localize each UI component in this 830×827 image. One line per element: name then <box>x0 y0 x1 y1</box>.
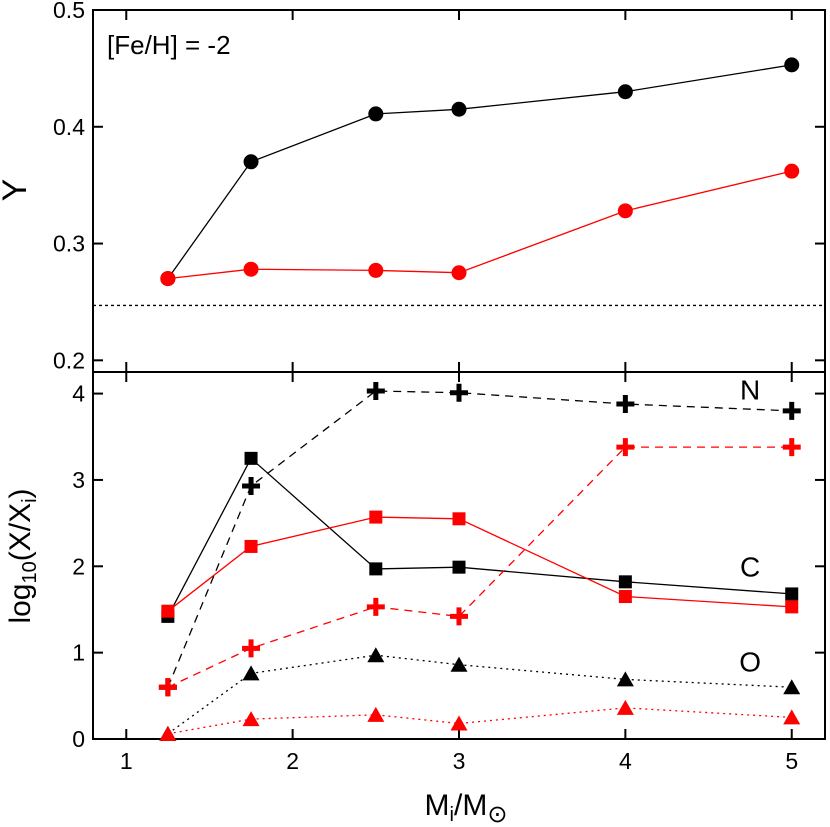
top-ytick-label-2: 0.4 <box>53 114 85 140</box>
top-annotation: [Fe/H] = -2 <box>107 30 231 60</box>
bottom-ytick-label-2: 2 <box>72 553 85 579</box>
element-label-O: O <box>739 646 761 677</box>
top-ytick-label-1: 0.3 <box>53 231 85 257</box>
bottom-series-0-point-1 <box>244 451 258 465</box>
bottom-ytick-label-1: 1 <box>72 640 85 666</box>
bottom-xtick-label-0: 1 <box>120 748 133 774</box>
bottom-series-0-point-5 <box>785 587 799 601</box>
bottom-series-1-point-4 <box>618 590 632 604</box>
bottom-series-4-point-5 <box>783 679 801 695</box>
bottom-xtick-label-1: 2 <box>286 748 299 774</box>
top-series-1-point-1 <box>243 261 259 277</box>
bottom-ytick-label-4: 4 <box>72 381 85 407</box>
bottom-ytick-label-0: 0 <box>72 726 85 752</box>
bottom-series-line-2 <box>167 390 792 688</box>
bottom-xtick-label-2: 3 <box>453 748 466 774</box>
bottom-series-3-point-2 <box>366 597 385 616</box>
bottom-series-1-point-1 <box>244 539 258 553</box>
bottom-element-labels: N C O <box>739 374 761 677</box>
top-series-1-point-0 <box>160 271 176 287</box>
bottom-series-line-0 <box>167 457 792 617</box>
bottom-series-5-point-5 <box>783 709 801 725</box>
top-series-0-point-3 <box>451 101 467 117</box>
bottom-xtick-label-3: 4 <box>619 748 632 774</box>
bottom-panel: 0 1 2 3 4 1 2 3 4 5 N C O Mi/M⊙ log10(X/Xi) <box>4 371 826 827</box>
bottom-plot-frame <box>92 371 826 740</box>
top-series-1-point-4 <box>617 203 633 219</box>
bottom-series <box>158 381 801 741</box>
bottom-series-line-5 <box>167 707 792 735</box>
bottom-series-2-point-2 <box>366 381 385 400</box>
bottom-series-4-point-2 <box>367 647 385 663</box>
element-label-N: N <box>740 374 760 405</box>
bottom-series-2-point-3 <box>450 383 468 402</box>
bottom-series-3-point-1 <box>242 639 261 658</box>
bottom-series-2-point-1 <box>242 476 261 495</box>
bottom-series-line-3 <box>167 446 792 688</box>
bottom-series-0-point-2 <box>369 562 383 576</box>
top-series-0-point-2 <box>368 106 384 122</box>
bottom-series-2-point-4 <box>616 394 635 413</box>
top-plot-frame <box>92 9 826 373</box>
bottom-ytick-label-3: 3 <box>72 467 85 493</box>
top-series-1-point-5 <box>784 163 800 179</box>
element-label-C: C <box>740 551 760 582</box>
bottom-series-3-point-0 <box>158 678 177 697</box>
bottom-series-1-point-5 <box>785 600 799 614</box>
top-panel: 0.2 0.3 0.4 0.5 [Fe/H] = -2 Y <box>0 0 826 373</box>
top-series-0-point-4 <box>617 84 633 100</box>
bottom-series-5-point-0 <box>159 725 177 741</box>
bottom-series-0-point-3 <box>452 560 466 574</box>
bottom-series-4-point-3 <box>450 656 468 672</box>
bottom-series-5-point-4 <box>616 699 634 715</box>
bottom-series-1-point-2 <box>369 510 383 524</box>
bottom-series-1-point-3 <box>452 512 466 526</box>
top-series-0-point-5 <box>784 57 800 73</box>
bottom-series-5-point-1 <box>242 711 260 727</box>
top-series-line-0 <box>167 64 792 279</box>
bottom-series-0-point-4 <box>618 575 632 589</box>
top-series <box>160 57 800 287</box>
bottom-series-2-point-5 <box>782 401 801 420</box>
top-y-axis-title: Y <box>0 179 34 202</box>
x-axis-title: Mi/M⊙ <box>425 789 508 827</box>
top-series-1-point-2 <box>368 262 384 278</box>
bottom-series-3-point-4 <box>616 438 635 457</box>
bottom-series-3-point-5 <box>782 438 801 457</box>
bottom-series-5-point-2 <box>367 706 385 722</box>
bottom-series-4-point-4 <box>616 671 634 687</box>
top-series-line-1 <box>167 170 792 280</box>
top-ytick-label-3: 0.5 <box>53 0 85 23</box>
bottom-series-5-point-3 <box>450 715 468 731</box>
bottom-series-1-point-0 <box>161 604 175 618</box>
top-series-0-point-1 <box>243 154 259 170</box>
bottom-y-axis-title: log10(X/Xi) <box>4 488 41 623</box>
top-ytick-label-0: 0.2 <box>53 347 85 373</box>
bottom-ticks: 0 1 2 3 4 1 2 3 4 5 <box>72 372 825 774</box>
bottom-series-line-4 <box>167 654 792 735</box>
top-series-1-point-3 <box>451 265 467 281</box>
top-ticks: 0.2 0.3 0.4 0.5 <box>53 0 825 373</box>
bottom-xtick-label-4: 5 <box>785 748 798 774</box>
bottom-series-line-1 <box>167 516 792 612</box>
bottom-series-4-point-1 <box>242 665 260 681</box>
bottom-series-3-point-3 <box>450 607 468 626</box>
